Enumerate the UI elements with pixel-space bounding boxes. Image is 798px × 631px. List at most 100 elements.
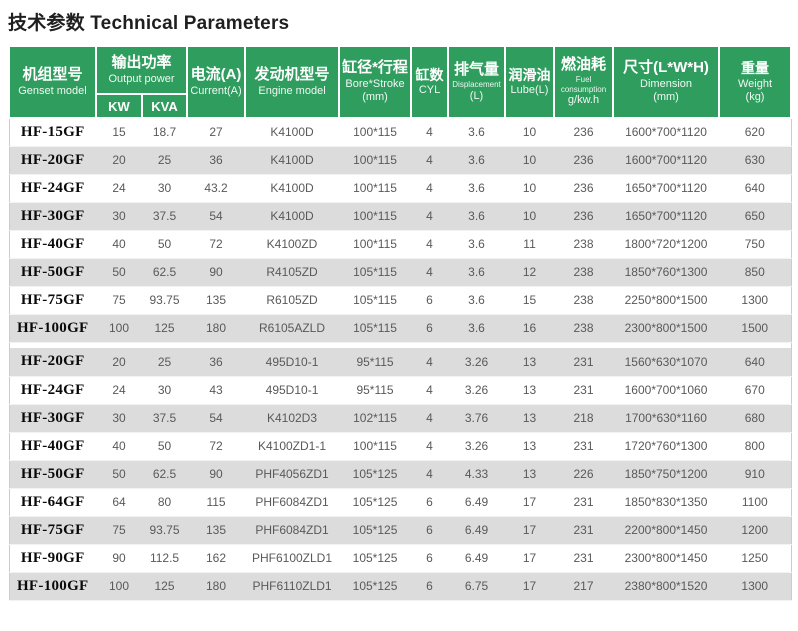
cell-kw: 30 — [96, 202, 142, 230]
header-en: Weight — [737, 77, 773, 90]
cell-model: HF-50GF — [9, 460, 96, 488]
cell-weight: 1500 — [719, 314, 792, 342]
cell-kw: 50 — [96, 258, 142, 286]
cell-dimension: 1600*700*1120 — [613, 118, 720, 146]
header-zh: 燃油耗 — [561, 56, 607, 74]
cell-engine: PHF6110ZLD1 — [245, 572, 340, 600]
cell-lube: 13 — [505, 404, 555, 432]
cell-kw: 24 — [96, 174, 142, 202]
cell-displacement: 3.6 — [448, 258, 506, 286]
cell-weight: 850 — [719, 258, 792, 286]
cell-cyl: 4 — [411, 432, 449, 460]
cell-kva: 125 — [142, 314, 188, 342]
cell-weight: 1300 — [719, 572, 792, 600]
cell-lube: 17 — [505, 488, 555, 516]
cell-displacement: 6.49 — [448, 544, 506, 572]
table-row: HF-100GF 100 125 180 R6105AZLD 105*115 6 3.6 16 2… — [9, 314, 792, 342]
table-row: HF-75GF 75 93.75 135 PHF6084ZD1 105*125 6 6.49 1… — [9, 516, 792, 544]
cell-bore-stroke: 100*115 — [339, 202, 412, 230]
cell-kva: 93.75 — [142, 286, 188, 314]
cell-model: HF-90GF — [9, 544, 96, 572]
cell-dimension: 1650*700*1120 — [613, 174, 720, 202]
cell-current: 72 — [187, 230, 246, 258]
cell-displacement: 6.49 — [448, 516, 506, 544]
cell-model: HF-20GF — [9, 348, 96, 376]
header-en: Current(A) — [190, 84, 242, 97]
cell-bore-stroke: 105*125 — [339, 488, 412, 516]
cell-current: 162 — [187, 544, 246, 572]
cell-bore-stroke: 105*115 — [339, 258, 412, 286]
cell-lube: 12 — [505, 258, 555, 286]
cell-lube: 13 — [505, 348, 555, 376]
header-zh: 电流(A) — [190, 66, 242, 84]
cell-kva: 18.7 — [142, 118, 188, 146]
cell-weight: 630 — [719, 146, 792, 174]
table-row: HF-20GF 20 25 36 K4100D 100*115 4 3.6 10 236 1600*… — [9, 146, 792, 174]
cell-engine: K4100D — [245, 118, 340, 146]
cell-kva: 25 — [142, 146, 188, 174]
cell-engine: K4102D3 — [245, 404, 340, 432]
header-en: Dimension — [640, 78, 692, 91]
table-row: HF-50GF 50 62.5 90 R4105ZD 105*115 4 3.6 12 238 18… — [9, 258, 792, 286]
cell-cyl: 4 — [411, 202, 449, 230]
cell-cyl: 6 — [411, 286, 449, 314]
cell-dimension: 2380*800*1520 — [613, 572, 720, 600]
cell-engine: K4100D — [245, 146, 340, 174]
cell-engine: PHF4056ZD1 — [245, 460, 340, 488]
cell-dimension: 1850*760*1300 — [613, 258, 720, 286]
cell-lube: 15 — [505, 286, 555, 314]
header-unit: (L) — [469, 89, 484, 102]
cell-fuel-consumption: 238 — [554, 258, 614, 286]
table-row: HF-30GF 30 37.5 54 K4100D 100*115 4 3.6 10 236 165… — [9, 202, 792, 230]
technical-parameters-table: 机组型号 Genset model 输出功率 Output power 电流(A… — [8, 45, 793, 601]
cell-cyl: 6 — [411, 516, 449, 544]
col-header-displacement: 排气量 Displacement (L) — [447, 45, 507, 119]
header-zh: 机组型号 — [22, 66, 83, 84]
cell-kw: 100 — [96, 314, 142, 342]
col-header-weight: 重量 Weight (kg) — [718, 45, 793, 119]
cell-weight: 910 — [719, 460, 792, 488]
cell-kva: 93.75 — [142, 516, 188, 544]
cell-engine: K4100ZD — [245, 230, 340, 258]
cell-lube: 13 — [505, 460, 555, 488]
cell-model: HF-64GF — [9, 488, 96, 516]
header-zh: 尺寸(L*W*H) — [623, 59, 709, 77]
cell-cyl: 4 — [411, 258, 449, 286]
cell-engine: PHF6084ZD1 — [245, 516, 340, 544]
header-en: Displacement — [452, 79, 501, 89]
cell-weight: 1200 — [719, 516, 792, 544]
cell-kw: 100 — [96, 572, 142, 600]
cell-model: HF-75GF — [9, 516, 96, 544]
cell-bore-stroke: 100*115 — [339, 174, 412, 202]
cell-weight: 1250 — [719, 544, 792, 572]
cell-bore-stroke: 105*125 — [339, 516, 412, 544]
cell-dimension: 1650*700*1120 — [613, 202, 720, 230]
cell-displacement: 3.6 — [448, 314, 506, 342]
cell-model: HF-75GF — [9, 286, 96, 314]
cell-engine: R6105AZLD — [245, 314, 340, 342]
col-header-engine-model: 发动机型号 Engine model — [244, 45, 341, 119]
cell-model: HF-40GF — [9, 230, 96, 258]
cell-fuel-consumption: 231 — [554, 488, 614, 516]
cell-current: 135 — [187, 286, 246, 314]
cell-engine: PHF6084ZD1 — [245, 488, 340, 516]
cell-kw: 75 — [96, 516, 142, 544]
cell-fuel-consumption: 231 — [554, 348, 614, 376]
cell-cyl: 4 — [411, 118, 449, 146]
cell-fuel-consumption: 218 — [554, 404, 614, 432]
cell-lube: 10 — [505, 202, 555, 230]
cell-kva: 50 — [142, 230, 188, 258]
table-row: HF-30GF 30 37.5 54 K4102D3 102*115 4 3.76 13 218 1… — [9, 404, 792, 432]
cell-displacement: 3.76 — [448, 404, 506, 432]
header-unit: (kg) — [745, 90, 765, 103]
cell-lube: 17 — [505, 572, 555, 600]
cell-lube: 17 — [505, 516, 555, 544]
cell-displacement: 6.49 — [448, 488, 506, 516]
cell-kw: 64 — [96, 488, 142, 516]
header-zh: 缸数 — [415, 66, 444, 83]
cell-kw: 20 — [96, 348, 142, 376]
col-header-cyl: 缸数 CYL — [410, 45, 450, 119]
cell-lube: 17 — [505, 544, 555, 572]
cell-fuel-consumption: 231 — [554, 432, 614, 460]
header-zh: 重量 — [741, 60, 770, 77]
